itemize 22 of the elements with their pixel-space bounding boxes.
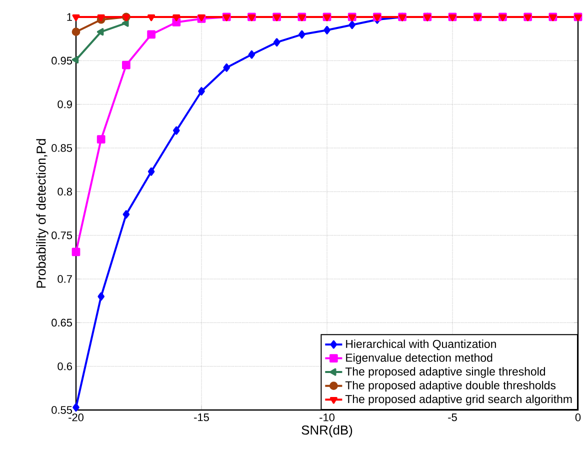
y-tick-label: 0.85 <box>52 144 72 152</box>
y-tick-label: 0.95 <box>52 56 72 65</box>
x-tick-label: -20 <box>68 414 84 422</box>
x-tick-label: 0 <box>575 414 581 422</box>
x-tick-label: -15 <box>194 414 209 422</box>
y-tick-label: 0.7 <box>58 275 72 283</box>
legend-label: The proposed adaptive grid search algorithm <box>345 394 572 406</box>
y-tick-label: 1 <box>67 13 72 21</box>
y-tick-label: 0.65 <box>52 318 72 327</box>
y-axis-title: Probability of detection,Pd <box>36 139 48 288</box>
y-tick-label: 0.8 <box>58 188 72 196</box>
legend-label: The proposed adaptive double thresholds <box>345 380 556 392</box>
x-tick-label: -10 <box>320 414 334 422</box>
y-tick-label: 0.6 <box>58 362 72 370</box>
legend-label: Eigenvalue detection method <box>346 353 492 364</box>
x-tick-label: -5 <box>448 414 457 422</box>
y-tick-label: 0.55 <box>52 406 72 414</box>
legend-label: Hierarchical with Quantization <box>346 340 496 350</box>
y-tick-label: 0.9 <box>58 100 72 108</box>
x-axis-title: SNR(dB) <box>302 425 352 438</box>
y-tick-label: 0.75 <box>52 231 72 240</box>
legend-label: The proposed adaptive single threshold <box>345 367 546 378</box>
